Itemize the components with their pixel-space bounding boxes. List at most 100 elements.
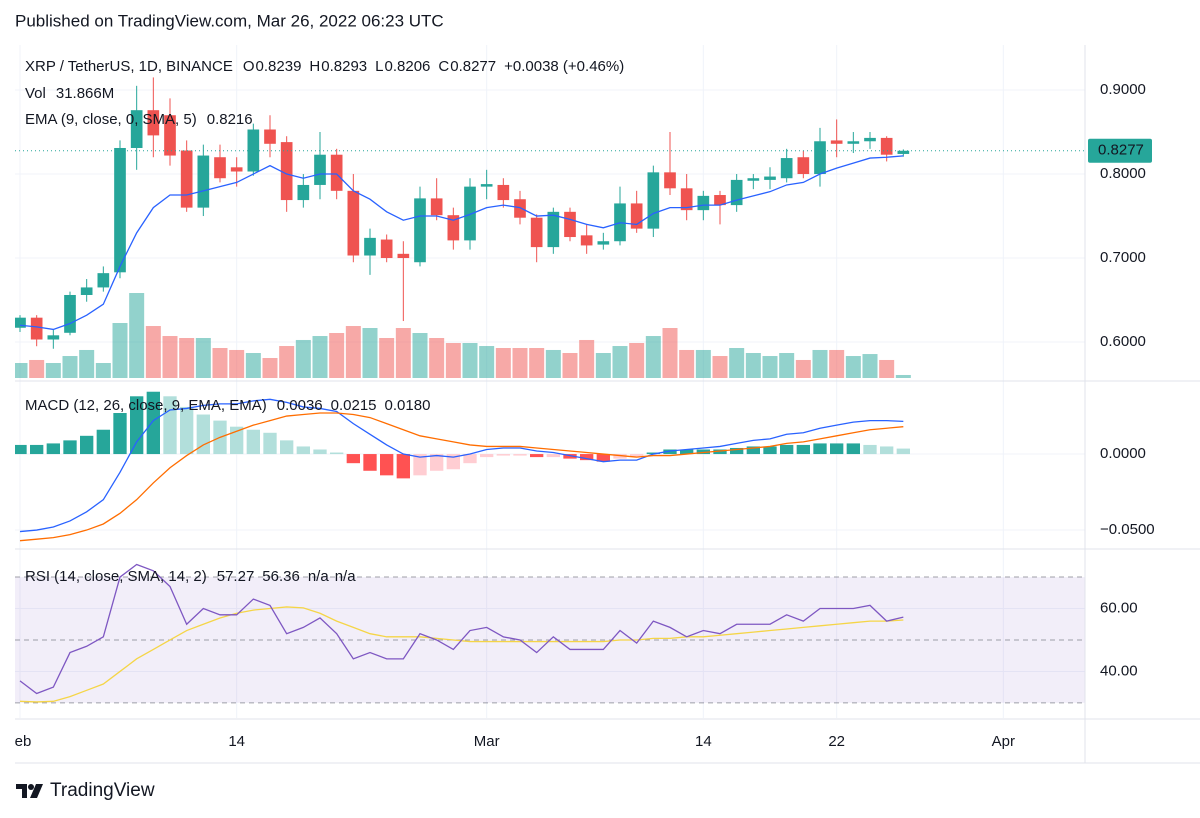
macd-histogram-bar: [680, 449, 694, 455]
volume-bar: [295, 339, 311, 378]
volume-bar: [629, 343, 645, 378]
candle-body: [864, 137, 876, 142]
price-pane: [15, 77, 1085, 378]
candle-body: [380, 239, 393, 259]
candle-body: [397, 253, 410, 259]
macd-histogram-bar: [113, 413, 127, 455]
macd-histogram-bar: [313, 449, 327, 455]
macd-histogram-bar: [130, 396, 144, 455]
legend-value: 0.8206: [385, 58, 431, 75]
volume-bar: [412, 333, 428, 378]
candle-body: [130, 110, 143, 148]
candle-body: [814, 141, 826, 175]
x-tick-label: Mar: [474, 733, 500, 750]
candle-body: [330, 154, 343, 191]
volume-bar: [395, 328, 411, 378]
candle-body: [164, 115, 176, 156]
last-price-tag: [1088, 138, 1152, 163]
macd-histogram-bar: [813, 443, 827, 455]
macd-histogram-bar: [263, 432, 277, 455]
rsi-line: [19, 563, 904, 695]
legend-value: 0.0036: [277, 397, 323, 414]
candle-body: [180, 150, 193, 208]
legend-title: Vol: [25, 85, 46, 102]
signal-line: [19, 412, 904, 542]
legend-prefix: L: [375, 58, 383, 75]
candle-body: [497, 184, 510, 201]
candle-body: [747, 178, 760, 181]
candle-body: [580, 235, 593, 246]
volume-bar: [595, 353, 611, 378]
legend-value: 0.0180: [385, 397, 431, 414]
candle-body: [314, 154, 326, 185]
macd-histogram-bar: [696, 449, 710, 455]
candle-body: [147, 110, 160, 136]
publish-header: Published on TradingView.com, Mar 26, 20…: [15, 11, 444, 30]
volume-bar: [362, 328, 378, 378]
macd-histogram-bar: [230, 426, 244, 455]
macd-histogram-bar: [280, 440, 294, 455]
legend-value: 0.8277: [450, 58, 496, 75]
legend-value: 0.8239: [256, 58, 302, 75]
candle-body: [880, 137, 893, 155]
macd-histogram-bar: [563, 454, 577, 459]
volume-bar: [145, 326, 161, 378]
macd-histogram-bar: [580, 454, 594, 461]
macd-histogram-bar: [330, 452, 344, 455]
candle-body: [280, 142, 293, 201]
legend-value: n/a: [335, 568, 357, 585]
macd-histogram-bar: [830, 443, 844, 455]
y-tick-label: 0.6000: [1100, 333, 1146, 350]
legend-value: 0.8293: [321, 58, 367, 75]
volume-bar: [462, 343, 478, 378]
volume-bar: [379, 338, 395, 378]
label-layer: eb 14 Mar 14 22 Apr 0.9000 0.8000 0.7000 0.6000 0.…: [15, 58, 1155, 750]
macd-histogram-bar: [663, 449, 677, 455]
macd-histogram-bar: [430, 454, 444, 471]
volume-bar: [612, 346, 628, 378]
candle-body: [347, 190, 360, 256]
candle-body: [597, 241, 610, 245]
candle-body: [664, 172, 676, 189]
candle-body: [764, 176, 776, 180]
macd-histogram-bar: [746, 446, 760, 455]
macd-histogram-bar: [196, 414, 210, 455]
volume-bar: [62, 356, 78, 378]
candle-body: [80, 287, 93, 295]
logo-mark: [16, 784, 27, 798]
y-tick-label: 0.8000: [1100, 165, 1146, 182]
volume-bar: [262, 358, 278, 378]
macd-histogram-bar: [296, 446, 310, 455]
candle-body: [514, 199, 526, 218]
legend-prefix: H: [309, 58, 320, 75]
macd-histogram-bar: [346, 454, 360, 464]
ema-line: [19, 155, 904, 331]
footer-brand: TradingView: [50, 780, 155, 801]
macd-histogram-bar: [80, 435, 94, 455]
macd-histogram-bar: [863, 444, 877, 455]
macd-histogram-bar: [15, 444, 27, 455]
candle-body: [264, 129, 276, 144]
candle-body: [447, 215, 460, 241]
logo-mark: [30, 784, 43, 798]
candle-body: [247, 129, 260, 172]
legend-value: 31.866M: [56, 85, 114, 102]
volume-bar: [545, 349, 561, 378]
candle-body: [15, 317, 26, 328]
volume-bar: [162, 336, 178, 378]
volume-bar: [529, 348, 545, 378]
volume-bar: [129, 293, 145, 378]
volume-bar: [15, 363, 28, 378]
legend-prefix: C: [438, 58, 449, 75]
volume-bar: [662, 328, 678, 378]
macd-histogram-bar: [613, 454, 627, 459]
candle-body: [797, 157, 810, 175]
macd-histogram-bar: [646, 452, 660, 455]
volume-bar: [745, 353, 761, 378]
x-tick-label: 22: [828, 733, 845, 750]
macd-histogram-bar: [530, 454, 544, 458]
candle-body: [480, 184, 493, 187]
candle-body: [464, 186, 476, 241]
tradingview-logo: [16, 784, 43, 798]
